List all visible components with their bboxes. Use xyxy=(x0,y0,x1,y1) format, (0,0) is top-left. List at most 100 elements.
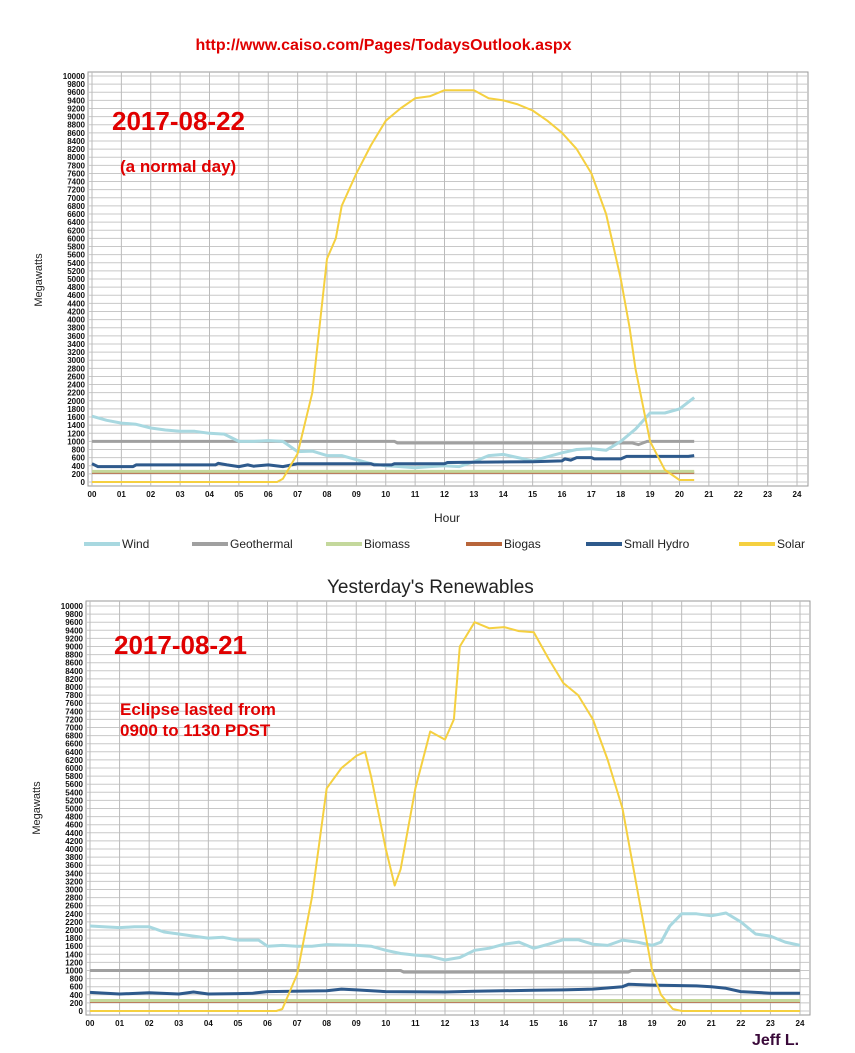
x-tick-label: 23 xyxy=(766,1019,775,1028)
y-tick-label: 9800 xyxy=(67,80,85,89)
x-tick-label: 13 xyxy=(470,1019,479,1028)
y-tick-label: 2400 xyxy=(65,910,83,919)
y-tick-label: 3400 xyxy=(65,869,83,878)
x-tick-label: 07 xyxy=(293,490,302,499)
y-axis-label: Megawatts xyxy=(33,253,45,307)
x-tick-label: 16 xyxy=(558,490,567,499)
y-tick-label: 6800 xyxy=(67,202,85,211)
legend-swatch xyxy=(739,542,775,546)
x-tick-label: 24 xyxy=(793,490,802,499)
y-tick-label: 0 xyxy=(81,478,86,487)
legend-label: Small Hydro xyxy=(624,537,690,551)
legend: Wind Geothermal Biomass Biogas Small Hyd… xyxy=(84,537,814,553)
y-tick-label: 600 xyxy=(70,983,84,992)
x-tick-label: 17 xyxy=(588,1019,597,1028)
x-tick-label: 10 xyxy=(381,490,390,499)
x-tick-label: 21 xyxy=(704,490,713,499)
y-tick-label: 6400 xyxy=(65,748,83,757)
y-tick-label: 6600 xyxy=(65,740,83,749)
author-signature: Jeff L. xyxy=(752,1032,800,1049)
legend-swatch xyxy=(84,542,120,546)
x-tick-label: 12 xyxy=(440,490,449,499)
y-tick-label: 5200 xyxy=(67,267,85,276)
chart-0: 0200400600800100012001400160018002000220… xyxy=(33,71,809,499)
y-tick-label: 3600 xyxy=(67,332,85,341)
y-tick-label: 1000 xyxy=(67,437,85,446)
x-tick-label: 19 xyxy=(648,1019,657,1028)
y-tick-label: 9000 xyxy=(67,113,85,122)
y-tick-label: 3200 xyxy=(67,348,85,357)
y-tick-label: 9400 xyxy=(65,626,83,635)
bottom-date-annotation: 2017-08-21 xyxy=(114,630,247,660)
series-line-wind xyxy=(91,396,696,470)
y-tick-label: 4600 xyxy=(65,821,83,830)
y-tick-label: 9000 xyxy=(65,643,83,652)
legend-label: Biomass xyxy=(364,537,411,551)
legend-label: Wind xyxy=(122,537,150,551)
x-tick-label: 20 xyxy=(675,490,684,499)
x-tick-label: 01 xyxy=(117,490,126,499)
series-line-small-hydro xyxy=(89,982,800,996)
y-tick-label: 4400 xyxy=(67,299,85,308)
y-tick-label: 5600 xyxy=(65,780,83,789)
y-tick-label: 4600 xyxy=(67,291,85,300)
y-tick-label: 200 xyxy=(72,470,86,479)
x-tick-label: 11 xyxy=(411,490,420,499)
series-line-geothermal xyxy=(90,969,800,974)
x-tick-label: 04 xyxy=(204,1019,213,1028)
y-tick-label: 1400 xyxy=(67,421,85,430)
top-note-annotation: (a normal day) xyxy=(120,157,237,176)
chart-1: 0200400600800100012001400160018002000220… xyxy=(31,600,811,1028)
x-tick-label: 08 xyxy=(322,1019,331,1028)
y-tick-label: 2200 xyxy=(67,389,85,398)
y-tick-label: 5400 xyxy=(65,788,83,797)
y-tick-label: 9600 xyxy=(67,88,85,97)
x-tick-label: 02 xyxy=(145,1019,154,1028)
x-tick-label: 01 xyxy=(115,1019,124,1028)
x-tick-label: 18 xyxy=(618,1019,627,1028)
y-tick-label: 800 xyxy=(70,975,84,984)
y-tick-label: 2000 xyxy=(67,397,85,406)
y-tick-label: 3400 xyxy=(67,340,85,349)
y-tick-label: 7200 xyxy=(67,186,85,195)
series-line-wind xyxy=(89,911,801,962)
series-line-geothermal xyxy=(92,439,695,447)
y-tick-label: 9800 xyxy=(65,610,83,619)
top-date-annotation: 2017-08-22 xyxy=(112,106,245,136)
y-tick-label: 8000 xyxy=(67,153,85,162)
y-tick-label: 6800 xyxy=(65,732,83,741)
y-tick-label: 8200 xyxy=(67,145,85,154)
x-tick-label: 19 xyxy=(646,490,655,499)
y-tick-label: 10000 xyxy=(61,602,84,611)
legend-item-wind: Wind xyxy=(84,537,149,551)
y-tick-label: 5400 xyxy=(67,259,85,268)
legend-swatch xyxy=(326,542,362,546)
series-line-small-hydro xyxy=(91,454,695,469)
legend-label: Geothermal xyxy=(230,537,293,551)
y-tick-label: 1800 xyxy=(67,405,85,414)
y-tick-label: 2200 xyxy=(65,918,83,927)
x-tick-label: 16 xyxy=(559,1019,568,1028)
y-tick-label: 1600 xyxy=(67,413,85,422)
y-tick-label: 1800 xyxy=(65,934,83,943)
x-axis-label-top: Hour xyxy=(434,511,461,525)
y-tick-label: 7000 xyxy=(67,194,85,203)
x-tick-label: 17 xyxy=(587,490,596,499)
y-tick-label: 4200 xyxy=(65,837,83,846)
y-tick-label: 3800 xyxy=(67,324,85,333)
y-tick-label: 6000 xyxy=(67,234,85,243)
legend-item-geothermal: Geothermal xyxy=(192,537,293,551)
bottom-note-line1: Eclipse lasted from xyxy=(120,700,276,719)
x-tick-label: 00 xyxy=(86,1019,95,1028)
x-tick-label: 09 xyxy=(352,1019,361,1028)
x-tick-label: 07 xyxy=(293,1019,302,1028)
y-tick-label: 7200 xyxy=(65,715,83,724)
y-tick-label: 7800 xyxy=(65,691,83,700)
y-tick-label: 4000 xyxy=(65,845,83,854)
y-tick-label: 9400 xyxy=(67,96,85,105)
y-tick-label: 1000 xyxy=(65,967,83,976)
legend-item-biogas: Biogas xyxy=(466,537,541,551)
y-tick-label: 1200 xyxy=(65,958,83,967)
y-tick-label: 200 xyxy=(70,999,84,1008)
